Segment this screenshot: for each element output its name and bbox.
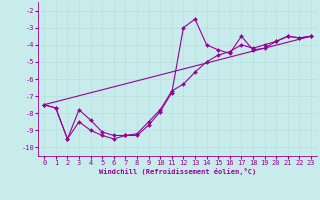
X-axis label: Windchill (Refroidissement éolien,°C): Windchill (Refroidissement éolien,°C) (99, 168, 256, 175)
